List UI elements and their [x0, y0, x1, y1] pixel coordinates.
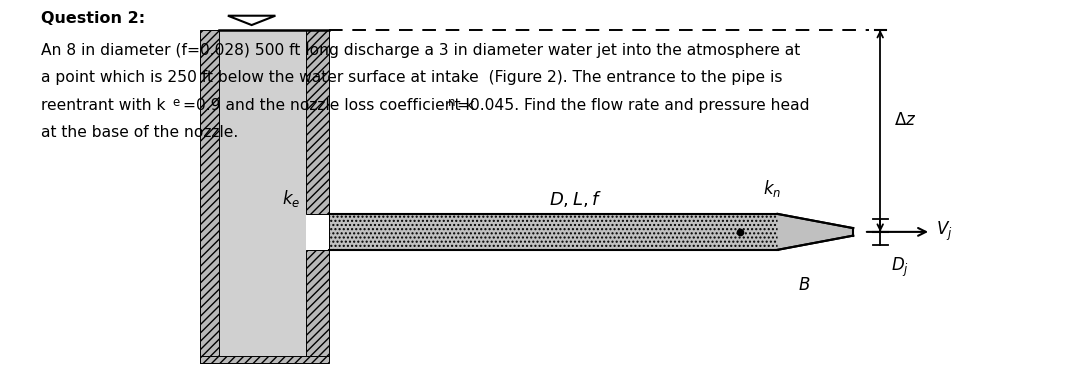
Polygon shape	[778, 214, 853, 250]
Text: a point which is 250 ft below the water surface at intake  (Figure 2). The entra: a point which is 250 ft below the water …	[41, 70, 783, 85]
Polygon shape	[306, 250, 329, 356]
Text: n: n	[447, 96, 455, 110]
Polygon shape	[200, 30, 219, 363]
Polygon shape	[200, 356, 329, 363]
Text: e: e	[173, 96, 179, 110]
Text: reentrant with k: reentrant with k	[41, 98, 165, 113]
Text: =0.045. Find the flow rate and pressure head: =0.045. Find the flow rate and pressure …	[458, 98, 810, 113]
Text: $D, L, f$: $D, L, f$	[549, 190, 602, 209]
Text: $k_n$: $k_n$	[764, 178, 781, 199]
Text: at the base of the nozzle.: at the base of the nozzle.	[41, 125, 239, 140]
Text: An 8 in diameter (f=0.028) 500 ft long discharge a 3 in diameter water jet into : An 8 in diameter (f=0.028) 500 ft long d…	[41, 43, 800, 58]
Polygon shape	[329, 214, 778, 250]
Polygon shape	[306, 30, 329, 214]
Text: $V_j$: $V_j$	[936, 220, 953, 243]
Text: $D_j$: $D_j$	[891, 256, 909, 279]
Polygon shape	[219, 30, 306, 356]
Text: $\Delta z$: $\Delta z$	[894, 111, 917, 129]
Text: $k_e$: $k_e$	[282, 188, 300, 209]
Text: Question 2:: Question 2:	[41, 11, 145, 26]
Text: $B$: $B$	[798, 276, 811, 294]
Text: =0.9 and the nozzle loss coefficient k: =0.9 and the nozzle loss coefficient k	[184, 98, 474, 113]
